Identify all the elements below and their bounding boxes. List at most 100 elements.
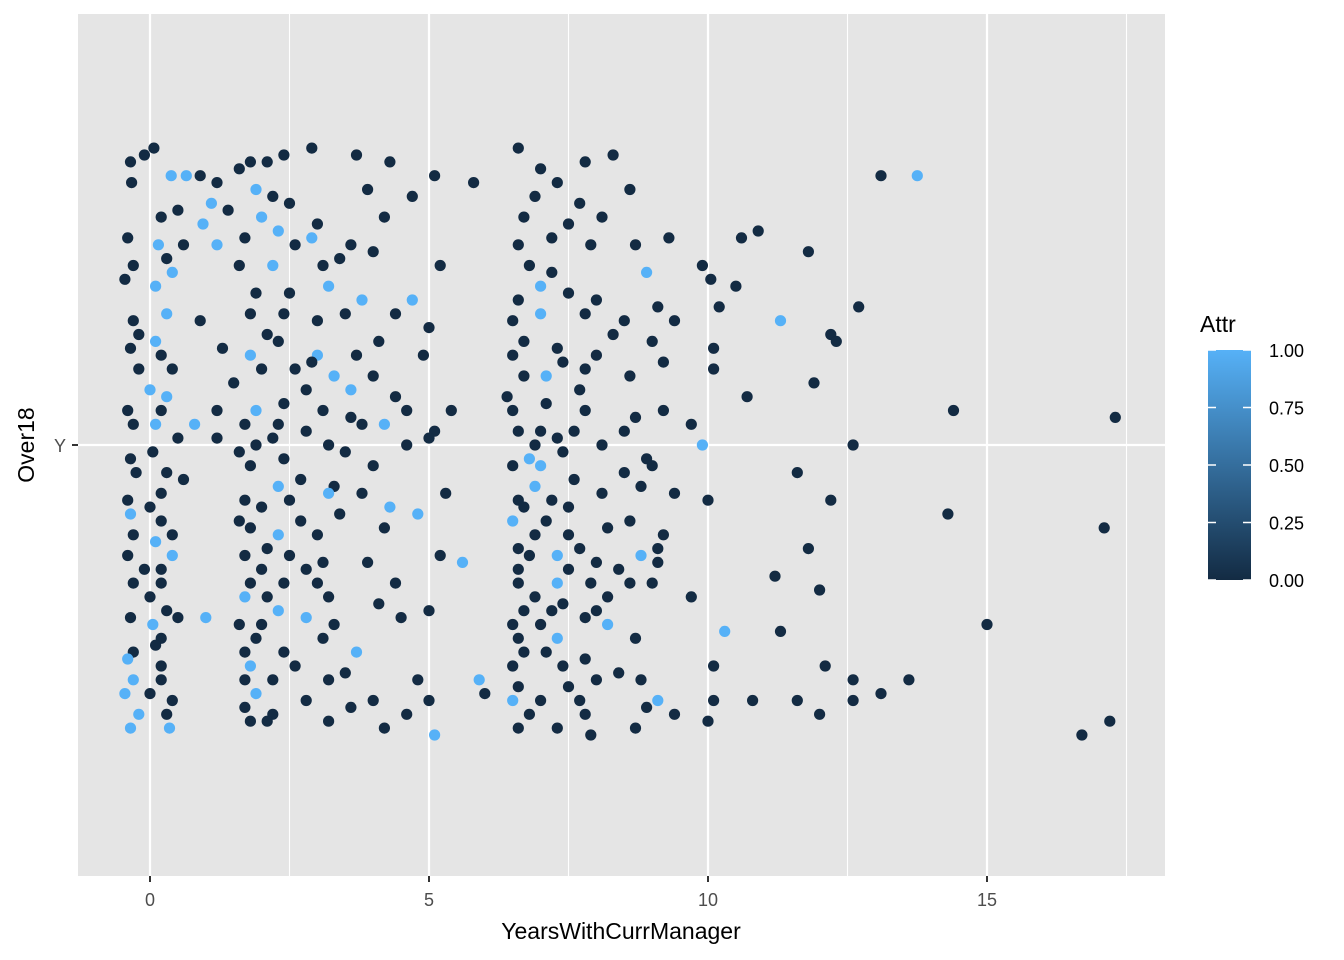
scatter-point	[311, 577, 323, 589]
scatter-point	[590, 556, 603, 569]
scatter-point	[847, 439, 859, 451]
scatter-point	[1076, 729, 1088, 741]
scatter-point	[641, 701, 653, 714]
scatter-point	[574, 384, 586, 396]
scatter-point	[389, 391, 402, 403]
scatter-point	[161, 391, 173, 403]
scatter-point	[272, 480, 284, 492]
scatter-point	[412, 674, 424, 686]
scatter-point	[741, 391, 753, 403]
scatter-point	[641, 266, 653, 278]
scatter-point	[624, 183, 636, 196]
scatter-point	[350, 646, 363, 658]
scatter-point	[166, 529, 178, 541]
scatter-point	[389, 308, 402, 320]
scatter-point	[468, 177, 480, 189]
scatter-point	[507, 618, 519, 631]
scatter-point	[161, 308, 173, 320]
scatter-point	[155, 349, 167, 361]
scatter-point	[752, 225, 764, 237]
scatter-point	[551, 432, 563, 444]
scatter-point	[507, 694, 519, 707]
scatter-point	[562, 681, 575, 693]
scatter-point	[367, 246, 379, 258]
scatter-point	[126, 177, 138, 189]
scatter-point	[523, 708, 536, 720]
scatter-point	[122, 494, 134, 506]
scatter-point	[133, 708, 145, 720]
scatter-point	[847, 694, 859, 707]
scatter-point	[629, 239, 642, 251]
scatter-point	[300, 563, 312, 575]
scatter-point	[133, 328, 145, 341]
scatter-point	[440, 487, 452, 499]
scatter-point	[362, 183, 374, 196]
scatter-point	[557, 660, 569, 672]
scatter-point	[155, 563, 167, 575]
scatter-point	[334, 508, 346, 520]
scatter-point	[306, 232, 318, 244]
scatter-point	[222, 204, 234, 216]
y-axis: Y	[54, 436, 78, 456]
scatter-point	[652, 694, 664, 707]
scatter-point	[629, 632, 642, 644]
scatter-point	[685, 591, 697, 603]
scatter-point	[323, 487, 335, 499]
scatter-point	[551, 342, 563, 354]
scatter-point	[568, 473, 580, 486]
scatter-point	[373, 598, 385, 610]
scatter-point	[434, 549, 446, 562]
scatter-point	[602, 591, 614, 603]
scatter-point	[507, 349, 519, 361]
scatter-point	[367, 370, 379, 382]
scatter-point	[529, 529, 541, 541]
scatter-point	[233, 163, 245, 175]
scatter-point	[814, 584, 826, 596]
scatter-point	[791, 694, 803, 707]
scatter-point	[267, 259, 279, 272]
legend-ticks: 1.00 0.75 0.50 0.25 0.00	[1208, 341, 1304, 591]
x-axis: 0 5 10 15	[145, 876, 997, 910]
scatter-point	[574, 197, 586, 209]
scatter-point	[802, 543, 815, 555]
scatter-point	[512, 681, 524, 693]
scatter-point	[367, 460, 379, 472]
scatter-point	[875, 170, 887, 182]
scatter-point	[339, 446, 351, 458]
scatter-point	[423, 605, 435, 617]
scatter-point	[163, 722, 176, 734]
x-tick-label: 15	[977, 890, 997, 910]
scatter-point	[124, 453, 137, 465]
scatter-point	[574, 543, 586, 555]
scatter-point	[306, 356, 318, 368]
scatter-point	[629, 411, 642, 423]
scatter-point	[507, 460, 519, 472]
scatter-point	[350, 149, 363, 161]
scatter-point	[166, 363, 178, 375]
scatter-point	[808, 377, 820, 389]
scatter-point	[473, 674, 485, 686]
scatter-point	[875, 688, 887, 700]
scatter-point	[356, 487, 368, 499]
scatter-point	[300, 612, 312, 624]
scatter-point	[406, 190, 418, 202]
scatter-point	[429, 729, 441, 741]
scatter-point	[456, 556, 469, 569]
scatter-point	[150, 280, 162, 292]
scatter-point	[434, 259, 446, 272]
scatter-point	[194, 315, 206, 327]
scatter-point	[903, 674, 915, 686]
scatter-point	[150, 536, 162, 548]
scatter-point	[708, 363, 720, 375]
scatter-point	[512, 722, 524, 734]
scatter-point	[562, 218, 575, 230]
scatter-point	[574, 694, 586, 707]
scatter-point	[295, 473, 307, 486]
scatter-point	[590, 294, 603, 306]
scatter-point	[124, 156, 137, 168]
scatter-point	[719, 625, 731, 638]
scatter-point	[144, 591, 156, 603]
scatter-point	[596, 211, 608, 223]
scatter-point	[540, 370, 552, 382]
scatter-point	[172, 612, 184, 624]
